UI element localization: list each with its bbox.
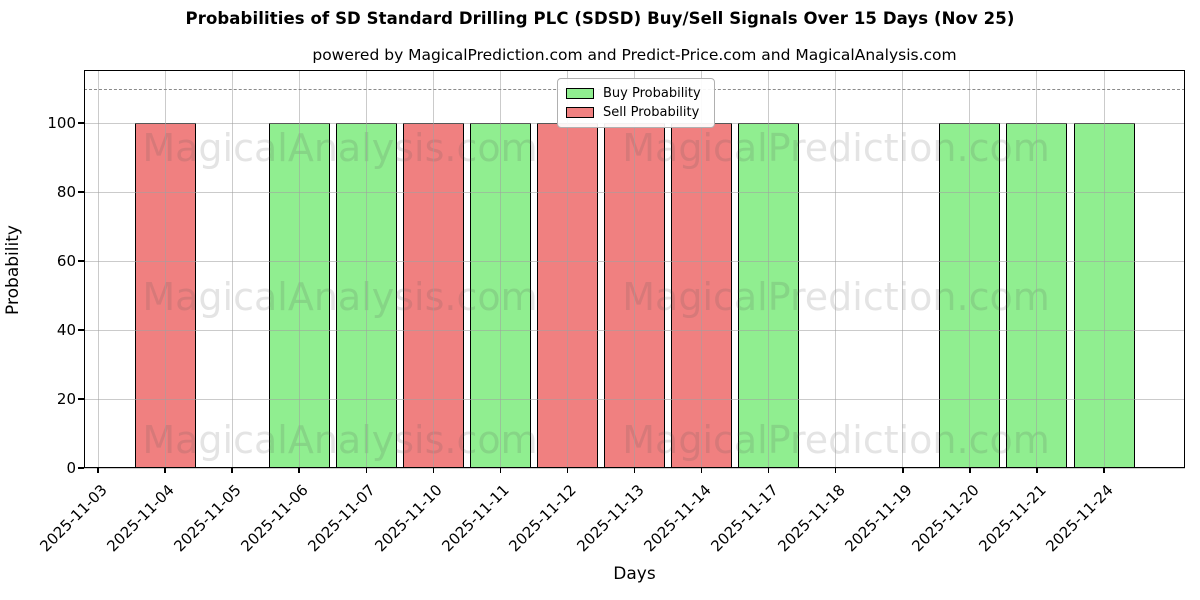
x-tick-mark	[231, 468, 233, 473]
x-gridline	[164, 70, 166, 468]
y-tick-mark	[78, 122, 84, 124]
x-tick-mark	[566, 468, 569, 473]
x-gridline	[97, 70, 99, 468]
x-tick-mark	[1036, 468, 1038, 473]
legend-label-sell: Sell Probability	[603, 105, 700, 120]
watermark-text: MagicalAnalysis.com	[142, 126, 538, 170]
x-gridline	[969, 70, 971, 468]
legend-entry-buy: Buy Probability	[566, 84, 706, 103]
x-gridline	[231, 70, 233, 468]
y-tick-mark	[78, 467, 84, 469]
x-tick-mark	[365, 468, 368, 473]
x-gridline	[432, 70, 434, 468]
x-gridline	[566, 70, 568, 468]
y-gridline	[84, 191, 1185, 193]
y-tick-label: 40	[56, 321, 76, 340]
x-gridline	[835, 70, 837, 468]
y-tick-label: 80	[56, 183, 76, 202]
chart-title: Probabilities of SD Standard Drilling PL…	[185, 9, 1015, 28]
y-tick-label: 0	[66, 459, 76, 477]
x-gridline	[768, 70, 770, 468]
legend-entry-sell: Sell Probability	[566, 103, 706, 122]
x-gridline	[365, 70, 367, 468]
y-tick-mark	[78, 191, 84, 193]
x-gridline	[1103, 70, 1105, 468]
y-gridline	[84, 260, 1185, 262]
x-gridline	[701, 70, 703, 468]
sell-swatch-icon	[566, 107, 594, 118]
y-gridline	[84, 398, 1185, 400]
legend: Buy Probability Sell Probability	[557, 78, 715, 128]
x-axis-label: Days	[613, 564, 656, 584]
x-tick-mark	[432, 468, 435, 473]
x-tick-mark	[164, 468, 166, 473]
y-tick-label: 100	[47, 114, 76, 133]
x-tick-mark	[902, 468, 904, 473]
y-gridline	[84, 329, 1185, 331]
y-axis-label: Probability	[3, 225, 23, 315]
buy-swatch-icon	[566, 88, 594, 99]
x-gridline	[902, 70, 904, 468]
y-tick-mark	[78, 398, 84, 400]
y-tick-mark	[78, 260, 84, 262]
legend-label-buy: Buy Probability	[603, 86, 701, 101]
x-tick-mark	[1103, 468, 1105, 473]
x-tick-mark	[633, 468, 636, 473]
x-tick-mark	[834, 468, 837, 473]
x-tick-mark	[700, 468, 703, 473]
x-tick-mark	[97, 468, 99, 473]
watermark-text: MagicalAnalysis.com	[142, 418, 538, 462]
x-gridline	[1036, 70, 1038, 468]
chart-subtitle: powered by MagicalPrediction.com and Pre…	[312, 46, 957, 64]
y-tick-label: 20	[56, 390, 76, 409]
x-tick-mark	[969, 468, 971, 473]
x-gridline	[298, 70, 300, 468]
y-tick-label: 60	[56, 252, 76, 271]
x-tick-mark	[767, 468, 770, 473]
y-tick-mark	[78, 329, 84, 331]
watermark-text: MagicalAnalysis.com	[142, 275, 538, 319]
x-tick-mark	[499, 468, 502, 473]
x-gridline	[634, 70, 636, 468]
x-tick-mark	[298, 468, 300, 473]
x-gridline	[499, 70, 501, 468]
